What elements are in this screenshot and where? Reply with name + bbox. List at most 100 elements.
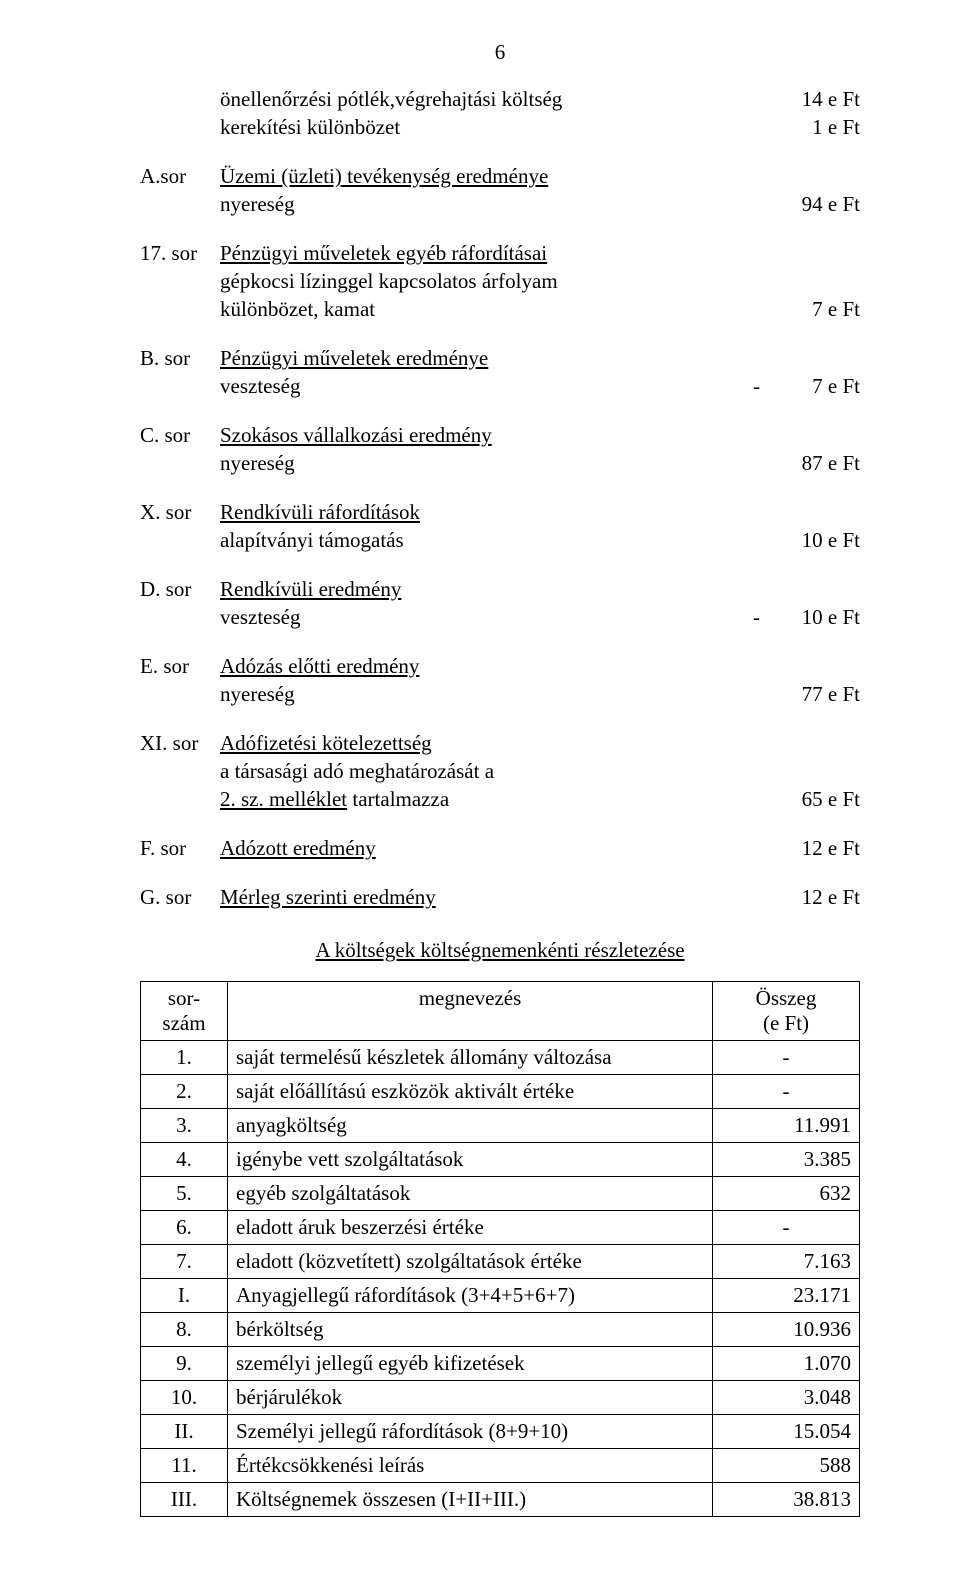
cell-name: Költségnemek összesen (I+II+III.) — [228, 1483, 713, 1517]
table-row: 8.bérköltség10.936 — [141, 1313, 860, 1347]
row-text-span: Pénzügyi műveletek eredménye — [220, 346, 488, 370]
row-text: Adózott eredmény — [220, 836, 742, 861]
income-line: a társasági adó meghatározását a — [140, 759, 860, 784]
row-value: 14 e Ft — [760, 87, 860, 112]
cell-amt: 11.991 — [713, 1109, 860, 1143]
cell-amt: 3.385 — [713, 1143, 860, 1177]
gap — [140, 556, 860, 574]
gap — [140, 325, 860, 343]
row-value: 10 e Ft — [760, 605, 860, 630]
row-label: B. sor — [140, 346, 220, 371]
income-line: veszteség -10 e Ft — [140, 605, 860, 630]
cell-num: 3. — [141, 1109, 228, 1143]
row-text: Rendkívüli ráfordítások — [220, 500, 742, 525]
cell-amt: - — [713, 1211, 860, 1245]
income-line: veszteség-7 e Ft — [140, 374, 860, 399]
row-text-span: gépkocsi lízinggel kapcsolatos árfolyam — [220, 269, 558, 293]
row-text: 2. sz. melléklet tartalmazza — [220, 787, 742, 812]
table-row: III.Költségnemek összesen (I+II+III.)38.… — [141, 1483, 860, 1517]
cell-amt: 7.163 — [713, 1245, 860, 1279]
table-header-row: sor-szám megnevezés Összeg(e Ft) — [141, 982, 860, 1041]
cell-name: saját előállítású eszközök aktivált érté… — [228, 1075, 713, 1109]
income-line: F. sorAdózott eredmény12 e Ft — [140, 836, 860, 861]
cell-name: igénybe vett szolgáltatások — [228, 1143, 713, 1177]
row-text: veszteség — [220, 374, 742, 399]
row-text-span: alapítványi támogatás — [220, 528, 404, 552]
table-row: I.Anyagjellegű ráfordítások (3+4+5+6+7)2… — [141, 1279, 860, 1313]
row-value: 12 e Ft — [760, 836, 860, 861]
cell-num: I. — [141, 1279, 228, 1313]
row-text-span: a társasági adó meghatározását a — [220, 759, 494, 783]
income-line: G. sorMérleg szerinti eredmény 12 e Ft — [140, 885, 860, 910]
gap — [140, 402, 860, 420]
table-row: 7.eladott (közvetített) szolgáltatások é… — [141, 1245, 860, 1279]
row-label: 17. sor — [140, 241, 220, 266]
row-text-span: veszteség — [220, 605, 300, 629]
income-line: önellenőrzési pótlék,végrehajtási költsé… — [140, 87, 860, 112]
cell-name: Anyagjellegű ráfordítások (3+4+5+6+7) — [228, 1279, 713, 1313]
income-line: E. sorAdózás előtti eredmény — [140, 654, 860, 679]
row-text: veszteség — [220, 605, 742, 630]
row-text: Adózás előtti eredmény — [220, 654, 742, 679]
cell-amt: 588 — [713, 1449, 860, 1483]
row-text-span: nyereség — [220, 682, 295, 706]
row-text: nyereség — [220, 192, 742, 217]
table-row: 10.bérjárulékok3.048 — [141, 1381, 860, 1415]
row-label: X. sor — [140, 500, 220, 525]
row-text: Mérleg szerinti eredmény — [220, 885, 742, 910]
table-row: 5.egyéb szolgáltatások632 — [141, 1177, 860, 1211]
cell-name: Értékcsökkenési leírás — [228, 1449, 713, 1483]
row-minus: - — [742, 605, 760, 630]
cell-amt: 3.048 — [713, 1381, 860, 1415]
row-text-span: veszteség — [220, 374, 300, 398]
income-line: különbözet, kamat 7 e Ft — [140, 297, 860, 322]
cell-num: 2. — [141, 1075, 228, 1109]
row-text-span: Adózott eredmény — [220, 836, 376, 860]
cell-name: eladott áruk beszerzési értéke — [228, 1211, 713, 1245]
row-label: C. sor — [140, 423, 220, 448]
cell-amt: 23.171 — [713, 1279, 860, 1313]
row-text-span: Rendkívüli eredmény — [220, 577, 401, 601]
income-lines: önellenőrzési pótlék,végrehajtási költsé… — [140, 87, 860, 910]
cell-name: egyéb szolgáltatások — [228, 1177, 713, 1211]
row-label: XI. sor — [140, 731, 220, 756]
cell-num: II. — [141, 1415, 228, 1449]
cell-amt: - — [713, 1041, 860, 1075]
income-line: alapítványi támogatás 10 e Ft — [140, 528, 860, 553]
cell-num: 11. — [141, 1449, 228, 1483]
row-value: 1 e Ft — [760, 115, 860, 140]
cell-num: 1. — [141, 1041, 228, 1075]
row-text: nyereség — [220, 451, 742, 476]
cell-name: személyi jellegű egyéb kifizetések — [228, 1347, 713, 1381]
row-label: G. sor — [140, 885, 220, 910]
income-line: kerekítési különbözet1 e Ft — [140, 115, 860, 140]
table-row: 2.saját előállítású eszközök aktivált ér… — [141, 1075, 860, 1109]
row-text-span: Mérleg szerinti eredmény — [220, 885, 436, 909]
income-line: D. sorRendkívüli eredmény — [140, 577, 860, 602]
cell-amt: 10.936 — [713, 1313, 860, 1347]
cell-num: 8. — [141, 1313, 228, 1347]
row-value: 10 e Ft — [760, 528, 860, 553]
row-value: 77 e Ft — [760, 682, 860, 707]
row-text: Szokásos vállalkozási eredmény — [220, 423, 742, 448]
row-value: 12 e Ft — [760, 885, 860, 910]
table-row: 3.anyagköltség11.991 — [141, 1109, 860, 1143]
row-text: Üzemi (üzleti) tevékenység eredménye — [220, 164, 742, 189]
income-line: B. sorPénzügyi műveletek eredménye — [140, 346, 860, 371]
row-text-after: tartalmazza — [347, 787, 449, 811]
cell-amt: - — [713, 1075, 860, 1109]
gap — [140, 143, 860, 161]
row-value: 7 e Ft — [760, 297, 860, 322]
row-text: Rendkívüli eredmény — [220, 577, 742, 602]
gap — [140, 220, 860, 238]
row-text-span: önellenőrzési pótlék,végrehajtási költsé… — [220, 87, 562, 111]
table-body: 1.saját termelésű készletek állomány vál… — [141, 1041, 860, 1517]
cell-name: anyagköltség — [228, 1109, 713, 1143]
row-text-span: különbözet, kamat — [220, 297, 375, 321]
cell-num: 6. — [141, 1211, 228, 1245]
cell-amt: 38.813 — [713, 1483, 860, 1517]
row-value: 94 e Ft — [760, 192, 860, 217]
cost-subtitle: A költségek költségnemenkénti részletezé… — [140, 938, 860, 963]
row-text: különbözet, kamat — [220, 297, 742, 322]
cell-num: 7. — [141, 1245, 228, 1279]
